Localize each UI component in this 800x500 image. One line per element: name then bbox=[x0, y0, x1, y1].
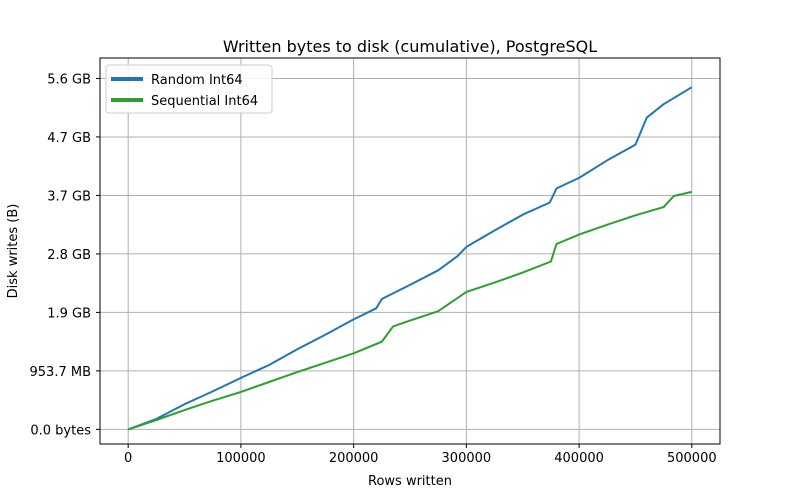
legend-box bbox=[105, 64, 273, 114]
chart-title: Written bytes to disk (cumulative), Post… bbox=[223, 37, 597, 56]
series-line-random-int64 bbox=[127, 86, 693, 431]
legend-label-sequential-int64: Sequential Int64 bbox=[151, 94, 258, 109]
y-axis: 0.0 bytes 953.7 MB 1.9 GB 2.8 GB 3.7 GB 4.7 G… bbox=[30, 72, 100, 438]
x-tick-label: 400000 bbox=[554, 451, 604, 466]
x-tick-label: 0 bbox=[124, 451, 132, 466]
x-tick-label: 500000 bbox=[667, 451, 717, 466]
y-tick-label: 953.7 MB bbox=[30, 365, 91, 380]
x-tick-label: 200000 bbox=[329, 451, 379, 466]
legend: Random Int64 Sequential Int64 bbox=[105, 64, 273, 114]
x-tick-label: 300000 bbox=[442, 451, 492, 466]
grid bbox=[100, 58, 720, 444]
y-tick-label: 4.7 GB bbox=[47, 131, 91, 146]
series-lines bbox=[127, 86, 693, 431]
y-tick-label: 1.9 GB bbox=[47, 306, 91, 321]
legend-label-random-int64: Random Int64 bbox=[151, 73, 243, 88]
x-axis-label: Rows written bbox=[368, 474, 452, 489]
plot-frame bbox=[99, 57, 721, 445]
series-line-sequential-int64 bbox=[127, 190, 693, 431]
x-axis: 0 100000 200000 300000 400000 500000 bbox=[124, 444, 717, 466]
x-tick-label: 100000 bbox=[216, 451, 266, 466]
y-tick-label: 3.7 GB bbox=[47, 189, 91, 204]
y-tick-label: 0.0 bytes bbox=[30, 423, 91, 438]
y-tick-label: 2.8 GB bbox=[47, 248, 91, 263]
y-axis-label: Disk writes (B) bbox=[6, 204, 21, 299]
y-tick-label: 5.6 GB bbox=[47, 72, 91, 87]
